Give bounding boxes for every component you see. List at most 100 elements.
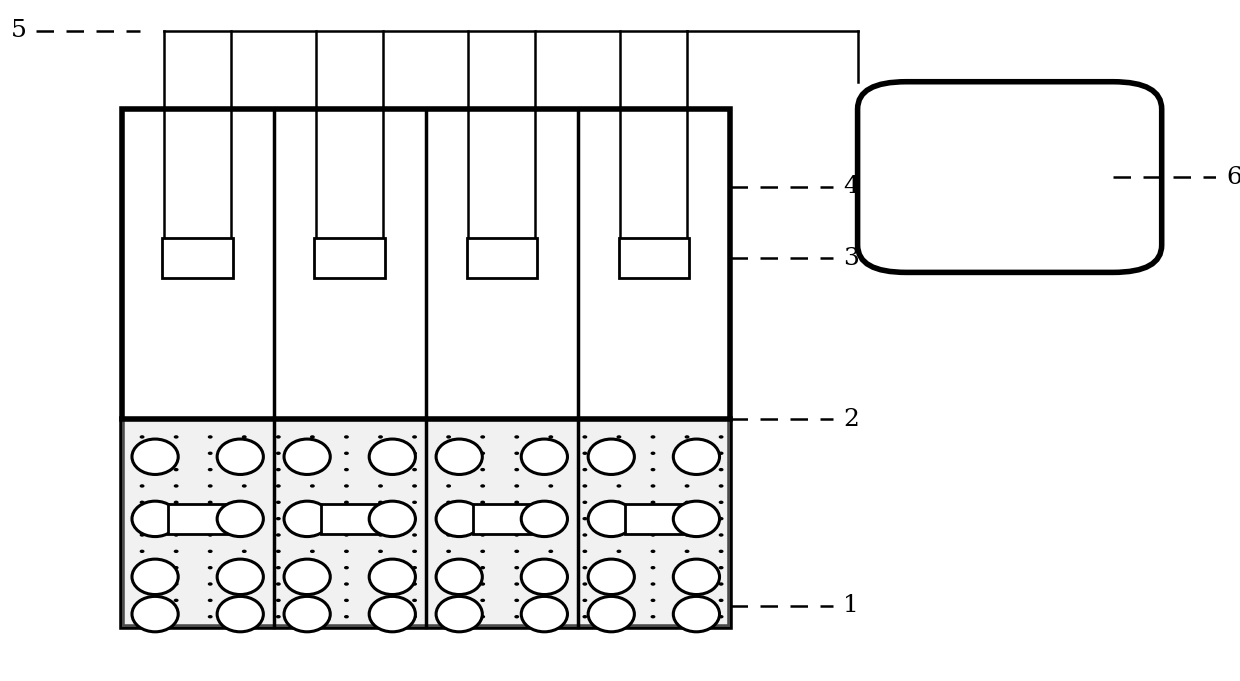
Bar — [466, 238, 537, 279]
Ellipse shape — [343, 468, 348, 471]
Ellipse shape — [446, 452, 451, 455]
Ellipse shape — [583, 566, 588, 569]
Ellipse shape — [673, 597, 719, 632]
Ellipse shape — [548, 452, 553, 455]
Ellipse shape — [310, 533, 315, 537]
Ellipse shape — [719, 615, 723, 618]
Ellipse shape — [208, 517, 212, 520]
Ellipse shape — [275, 452, 280, 455]
Ellipse shape — [446, 435, 451, 439]
Ellipse shape — [174, 615, 179, 618]
Ellipse shape — [446, 533, 451, 537]
Ellipse shape — [412, 484, 417, 488]
Ellipse shape — [310, 582, 315, 586]
Ellipse shape — [343, 550, 348, 553]
Ellipse shape — [310, 484, 315, 488]
Ellipse shape — [480, 599, 485, 602]
Ellipse shape — [521, 559, 568, 595]
Ellipse shape — [651, 615, 656, 618]
Ellipse shape — [651, 582, 656, 586]
Ellipse shape — [548, 550, 553, 553]
Ellipse shape — [208, 452, 212, 455]
Ellipse shape — [548, 615, 553, 618]
Ellipse shape — [378, 484, 383, 488]
Ellipse shape — [131, 439, 179, 475]
Bar — [320, 503, 379, 534]
Ellipse shape — [515, 501, 520, 504]
Ellipse shape — [242, 615, 247, 618]
Ellipse shape — [242, 484, 247, 488]
Ellipse shape — [684, 615, 689, 618]
Ellipse shape — [208, 501, 212, 504]
Ellipse shape — [275, 501, 280, 504]
Ellipse shape — [616, 468, 621, 471]
Ellipse shape — [684, 550, 689, 553]
Ellipse shape — [515, 452, 520, 455]
Ellipse shape — [515, 517, 520, 520]
Ellipse shape — [684, 452, 689, 455]
Ellipse shape — [684, 435, 689, 439]
Ellipse shape — [412, 566, 417, 569]
Ellipse shape — [378, 468, 383, 471]
Text: 5: 5 — [11, 19, 27, 42]
Text: 3: 3 — [843, 247, 859, 270]
Ellipse shape — [719, 566, 723, 569]
Ellipse shape — [616, 484, 621, 488]
Ellipse shape — [174, 452, 179, 455]
Ellipse shape — [480, 435, 485, 439]
Ellipse shape — [684, 566, 689, 569]
Ellipse shape — [412, 615, 417, 618]
Ellipse shape — [719, 435, 723, 439]
Ellipse shape — [684, 599, 689, 602]
Ellipse shape — [343, 517, 348, 520]
Ellipse shape — [436, 439, 482, 475]
Ellipse shape — [208, 615, 212, 618]
Ellipse shape — [242, 452, 247, 455]
Ellipse shape — [343, 582, 348, 586]
Ellipse shape — [140, 452, 145, 455]
Ellipse shape — [310, 517, 315, 520]
Ellipse shape — [242, 582, 247, 586]
Ellipse shape — [583, 582, 588, 586]
Ellipse shape — [515, 533, 520, 537]
Ellipse shape — [284, 501, 330, 537]
Ellipse shape — [515, 582, 520, 586]
Ellipse shape — [310, 599, 315, 602]
Ellipse shape — [208, 533, 212, 537]
Ellipse shape — [217, 439, 263, 475]
Ellipse shape — [651, 435, 656, 439]
Ellipse shape — [174, 468, 179, 471]
Ellipse shape — [242, 517, 247, 520]
Ellipse shape — [651, 484, 656, 488]
Ellipse shape — [515, 550, 520, 553]
Ellipse shape — [548, 582, 553, 586]
Bar — [122, 109, 730, 627]
Ellipse shape — [515, 484, 520, 488]
Bar — [625, 503, 683, 534]
Ellipse shape — [378, 435, 383, 439]
Ellipse shape — [515, 599, 520, 602]
Ellipse shape — [515, 566, 520, 569]
Ellipse shape — [583, 615, 588, 618]
Ellipse shape — [378, 452, 383, 455]
Ellipse shape — [651, 517, 656, 520]
Ellipse shape — [588, 597, 635, 632]
Ellipse shape — [275, 615, 280, 618]
Ellipse shape — [616, 435, 621, 439]
Ellipse shape — [140, 533, 145, 537]
Ellipse shape — [242, 501, 247, 504]
Ellipse shape — [208, 566, 212, 569]
Ellipse shape — [719, 468, 723, 471]
Text: 6: 6 — [1226, 165, 1240, 189]
Ellipse shape — [684, 468, 689, 471]
Ellipse shape — [651, 550, 656, 553]
Ellipse shape — [208, 550, 212, 553]
Ellipse shape — [140, 550, 145, 553]
Ellipse shape — [480, 582, 485, 586]
Ellipse shape — [616, 566, 621, 569]
Ellipse shape — [378, 566, 383, 569]
Ellipse shape — [616, 615, 621, 618]
Ellipse shape — [310, 501, 315, 504]
Ellipse shape — [284, 597, 330, 632]
Ellipse shape — [548, 533, 553, 537]
